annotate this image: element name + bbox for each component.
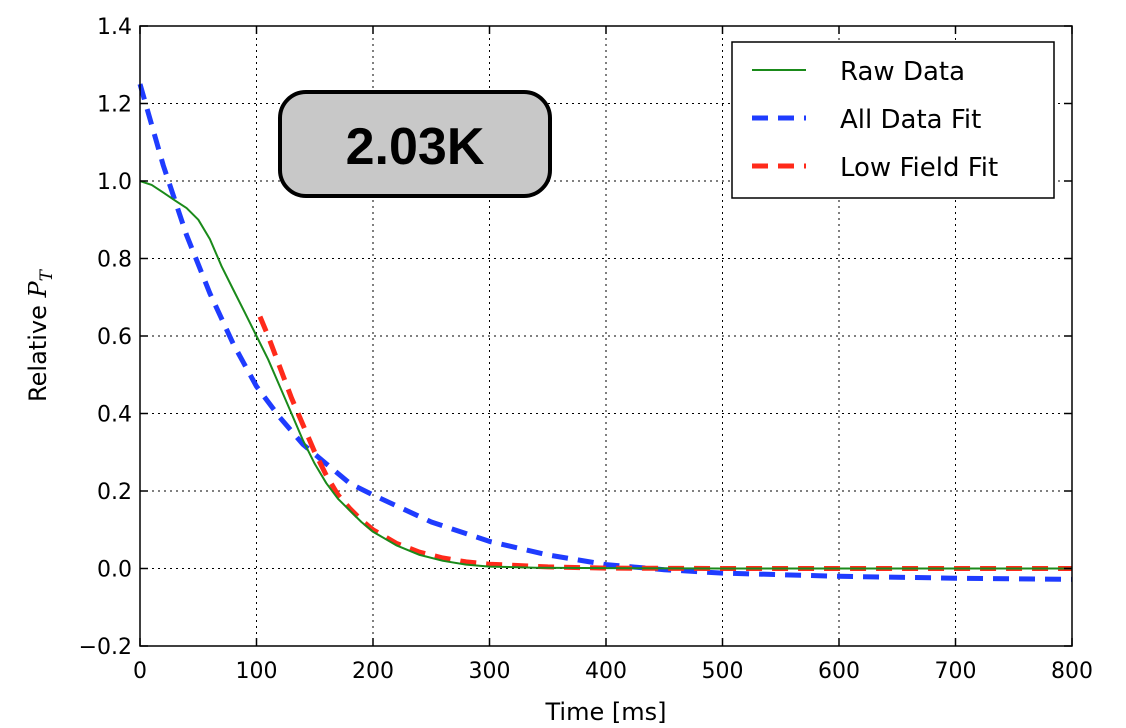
x-tick-label: 200: [352, 659, 394, 684]
annotation-label: 2.03K: [346, 118, 485, 176]
y-tick-label: 0.0: [97, 558, 132, 583]
legend: Raw Data All Data Fit Low Field Fit: [731, 41, 1055, 199]
x-tick-label: 300: [469, 659, 511, 684]
x-tick-label: 100: [236, 659, 278, 684]
series-line-all-data-fit: [137, 83, 1073, 582]
series-line-raw-data: [139, 180, 1072, 570]
y-axis-label-prefix: Relative: [24, 298, 52, 402]
y-tick-label: −0.2: [79, 635, 132, 660]
x-axis-label: Time [ms]: [545, 698, 667, 726]
legend-label-raw-data: Raw Data: [840, 57, 965, 87]
legend-label-low-field-fit: Low Field Fit: [840, 153, 998, 183]
x-tick-label: 600: [818, 659, 860, 684]
y-axis-label-symbol: P: [24, 281, 52, 299]
y-axis-label: Relative PT: [24, 268, 57, 402]
legend-label-all-data-fit: All Data Fit: [840, 105, 981, 135]
x-tick-label: 700: [935, 659, 977, 684]
series-layer: [137, 83, 1073, 582]
y-tick-label: 0.2: [97, 480, 132, 505]
y-axis-label-subscript: T: [37, 268, 57, 281]
x-tick-label: 800: [1051, 659, 1093, 684]
y-tick-label: 1.4: [97, 15, 132, 40]
y-tick-label: 0.4: [97, 403, 132, 428]
x-tick-label: 400: [585, 659, 627, 684]
y-tick-label: 1.2: [97, 93, 132, 118]
y-tick-label: 0.6: [97, 325, 132, 350]
y-tick-label: 0.8: [97, 248, 132, 273]
x-tick-label: 500: [702, 659, 744, 684]
ticks: 0 100 200 300 400 500 600 700 800 −0.2 0.0 0.2 0.4 0.…: [79, 15, 1093, 684]
x-tick-label: 0: [133, 659, 147, 684]
annotation-background: [278, 90, 552, 198]
y-tick-label: 1.0: [97, 170, 132, 195]
annotation-box: 2.03K: [278, 90, 552, 198]
